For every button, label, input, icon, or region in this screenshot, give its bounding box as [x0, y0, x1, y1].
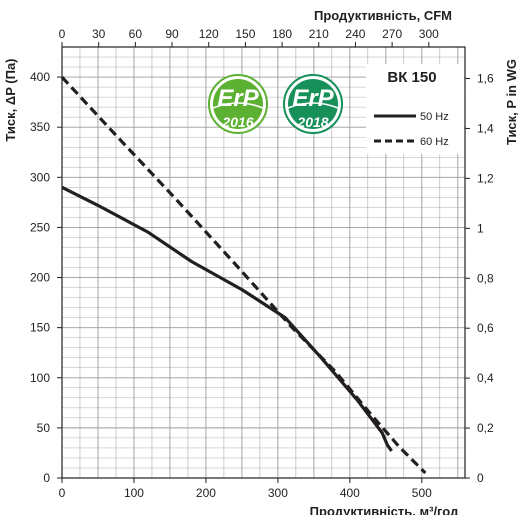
x-ticks-top: 0 30 60 90 120 150 180 210 240 270 300 [59, 27, 439, 47]
x-axis-title-bottom: Продуктивність, м³/год [310, 504, 459, 515]
y-tick-label: 400 [30, 70, 50, 84]
y-tick-label: 350 [30, 120, 50, 134]
legend-background [366, 64, 464, 154]
x-tick-label: 400 [340, 486, 360, 500]
y-right-tick-label: 0,8 [477, 271, 494, 285]
y-tick-label: 200 [30, 271, 50, 285]
y-tick-label: 50 [37, 421, 51, 435]
x-top-tick-label: 150 [235, 27, 255, 41]
grid [62, 47, 465, 478]
badge-disc [213, 79, 263, 129]
x-axis-title-top: Продуктивність, CFM [314, 8, 452, 23]
x-tick-label: 0 [59, 486, 66, 500]
x-ticks-bottom: 0 100 200 300 400 500 [59, 478, 432, 500]
y-tick-label: 0 [43, 471, 50, 485]
x-tick-label: 200 [196, 486, 216, 500]
y-right-tick-label: 0,4 [477, 371, 494, 385]
badge-year-label: 2016 [221, 114, 253, 130]
y-tick-label: 300 [30, 170, 50, 184]
badge-swoosh [212, 102, 264, 109]
badge-year-label: 2018 [296, 114, 328, 130]
x-top-tick-label: 270 [382, 27, 402, 41]
y-right-tick-label: 0,6 [477, 321, 494, 335]
badge-erp-label: ErP [292, 85, 334, 112]
y-tick-label: 250 [30, 220, 50, 234]
x-top-tick-label: 0 [59, 27, 66, 41]
x-top-tick-label: 60 [129, 27, 143, 41]
plot-frame [61, 46, 466, 479]
x-top-tick-label: 300 [419, 27, 439, 41]
legend-label-50hz: 50 Hz [420, 111, 449, 123]
x-top-tick-label: 210 [309, 27, 329, 41]
y-axis-title-right: Тиск, P in WG [504, 59, 519, 145]
y-right-tick-label: 1,4 [477, 121, 494, 135]
series-group [60, 76, 427, 475]
y-right-tick-label: 1 [477, 221, 484, 235]
x-top-tick-label: 90 [165, 27, 179, 41]
y-right-tick-label: 1,6 [477, 72, 494, 86]
y-right-tick-label: 0 [477, 471, 484, 485]
x-tick-label: 500 [412, 486, 432, 500]
x-top-tick-label: 180 [272, 27, 292, 41]
y-axis-title-left: Тиск, ΔP (Па) [3, 58, 18, 141]
erp-2016-badge: ErP 2016 [208, 74, 268, 134]
y-right-tick-label: 1,2 [477, 171, 494, 185]
x-top-tick-label: 240 [345, 27, 365, 41]
y-ticks-left: 0 50 100 150 200 250 300 350 400 [30, 70, 62, 485]
x-tick-label: 300 [268, 486, 288, 500]
y-tick-label: 150 [30, 321, 50, 335]
series-line-50hz [61, 185, 393, 452]
legend-label-60hz: 60 Hz [420, 136, 449, 148]
y-tick-label: 100 [30, 371, 50, 385]
x-top-tick-label: 30 [92, 27, 106, 41]
badge-erp-label: ErP [217, 85, 259, 112]
badge-disc [288, 79, 338, 129]
series-line-60hz [60, 76, 427, 475]
badge-swoosh [287, 102, 339, 109]
model-label: ВК 150 [387, 69, 436, 86]
x-top-tick-label: 120 [199, 27, 219, 41]
y-ticks-right: 0 0,2 0,4 0,6 0,8 1 1,2 1,4 1,6 [465, 72, 494, 485]
x-tick-label: 100 [124, 486, 144, 500]
y-right-tick-label: 0,2 [477, 421, 494, 435]
erp-2018-badge: ErP 2018 [283, 74, 343, 134]
